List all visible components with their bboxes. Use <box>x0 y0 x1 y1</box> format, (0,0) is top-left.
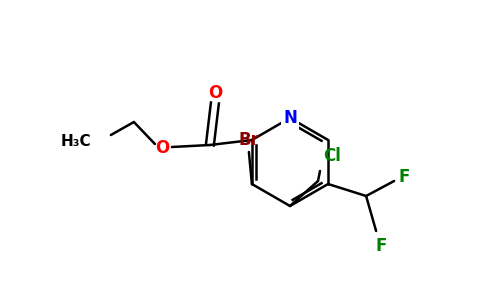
Text: O: O <box>155 139 169 157</box>
Text: N: N <box>283 109 297 127</box>
Text: Cl: Cl <box>323 147 341 165</box>
Text: Br: Br <box>239 131 259 149</box>
Text: O: O <box>208 84 222 102</box>
Text: H₃C: H₃C <box>60 134 91 149</box>
Text: F: F <box>398 168 410 186</box>
Text: F: F <box>376 237 387 255</box>
